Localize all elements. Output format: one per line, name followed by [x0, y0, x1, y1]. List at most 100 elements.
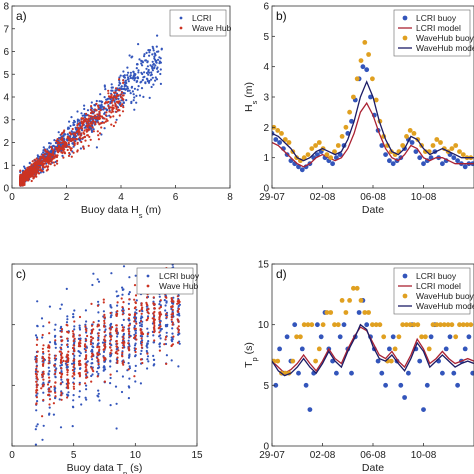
scatter-point [121, 91, 124, 94]
scatter-point [121, 310, 125, 313]
scatter-point [153, 322, 156, 325]
scatter-point [117, 108, 120, 111]
scatter-point [140, 320, 143, 323]
scatter-point [144, 59, 147, 62]
scatter-point [46, 346, 50, 349]
scatter-point [48, 341, 52, 344]
scatter-point [121, 375, 124, 378]
scatter-point [72, 399, 75, 402]
data-point [404, 322, 409, 328]
scatter-point [158, 307, 161, 310]
scatter-point [83, 104, 86, 107]
scatter-point [133, 344, 137, 347]
scatter-point [153, 328, 156, 331]
scatter-point [78, 350, 81, 353]
scatter-point [140, 337, 143, 340]
scatter-point [102, 350, 106, 353]
scatter-point [147, 49, 150, 52]
scatter-point [50, 159, 53, 162]
scatter-point [115, 97, 118, 100]
scatter-point [120, 87, 123, 91]
scatter-point [85, 398, 88, 401]
scatter-point [170, 318, 173, 321]
scatter-point [121, 286, 124, 289]
scatter-point [165, 316, 168, 319]
scatter-point [85, 364, 88, 367]
scatter-point [103, 357, 106, 360]
scatter-point [97, 334, 100, 337]
scatter-point [87, 117, 91, 120]
scatter-point [164, 338, 167, 341]
data-point [419, 334, 424, 340]
scatter-point [143, 55, 146, 58]
scatter-point [177, 305, 180, 308]
scatter-point [53, 388, 56, 391]
scatter-point [42, 162, 45, 165]
scatter-point [79, 134, 82, 137]
data-point [360, 64, 366, 70]
scatter-point [154, 64, 157, 67]
data-point [307, 407, 313, 412]
data-point [328, 310, 334, 315]
scatter-point [178, 314, 181, 317]
scatter-point [98, 328, 101, 331]
scatter-point [157, 58, 160, 61]
scatter-point [97, 311, 100, 314]
scatter-point [110, 349, 113, 352]
series-line [272, 101, 474, 168]
scatter-point [66, 139, 69, 142]
y-axis-label: Tp (s) [243, 342, 259, 368]
scatter-point [176, 310, 179, 313]
scatter-point [121, 313, 124, 316]
scatter-point [147, 360, 150, 363]
scatter-point [141, 339, 144, 342]
scatter-point [97, 332, 100, 335]
scatter-point [72, 394, 75, 397]
scatter-point [48, 376, 51, 379]
scatter-point [35, 365, 38, 368]
scatter-point [147, 257, 149, 259]
scatter-point [51, 151, 55, 154]
scatter-point [54, 369, 57, 372]
scatter-point [72, 334, 75, 337]
scatter-point [151, 67, 154, 70]
legend-swatch [402, 35, 408, 41]
scatter-point [72, 385, 75, 388]
scatter-point [118, 103, 121, 106]
scatter-point [143, 71, 146, 74]
scatter-point [60, 330, 63, 333]
scatter-point [56, 138, 59, 141]
scatter-point [41, 373, 44, 376]
scatter-point [66, 345, 69, 348]
data-point [299, 167, 305, 173]
scatter-point [122, 79, 125, 82]
scatter-point [66, 369, 69, 372]
scatter-point [72, 138, 75, 141]
scatter-point [78, 131, 81, 134]
y-tick-label: 3 [263, 93, 269, 104]
scatter-point [42, 398, 45, 402]
data-point [400, 143, 406, 148]
scatter-point [91, 362, 94, 365]
data-point [421, 407, 426, 412]
data-point [421, 161, 426, 167]
scatter-point [85, 376, 88, 379]
data-point [337, 334, 343, 340]
scatter-point [53, 139, 56, 142]
scatter-point [139, 382, 142, 385]
scatter-point [23, 181, 26, 184]
scatter-point [140, 80, 143, 83]
scatter-point [118, 78, 121, 81]
legend-entry: LCRI model [416, 281, 461, 291]
scatter-point [158, 62, 161, 65]
scatter-point [131, 55, 134, 58]
scatter-point [58, 146, 61, 149]
scatter-point [140, 62, 143, 65]
scatter-point [77, 122, 80, 125]
scatter-point [115, 313, 118, 316]
scatter-point [146, 60, 149, 63]
scatter-point [149, 74, 152, 77]
scatter-point [165, 331, 168, 334]
scatter-point [40, 162, 43, 165]
data-point [362, 310, 368, 315]
